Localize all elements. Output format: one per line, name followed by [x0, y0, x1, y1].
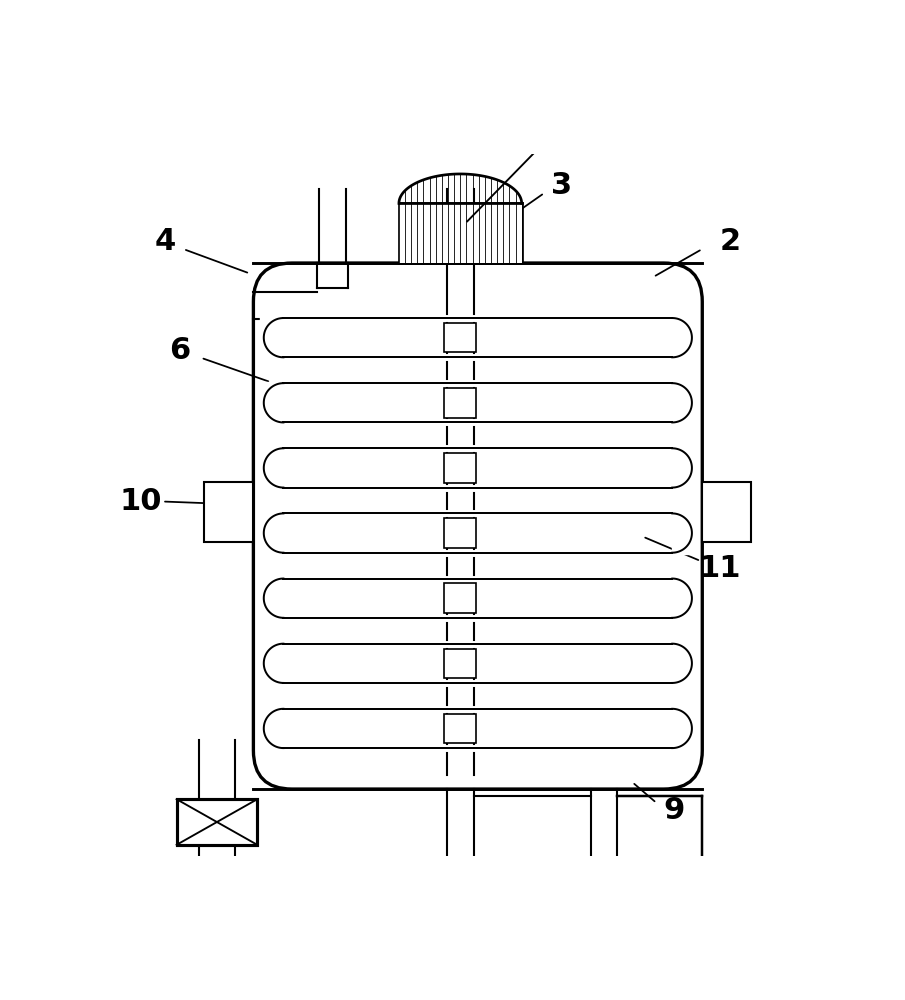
FancyBboxPatch shape — [444, 714, 476, 743]
Text: 9: 9 — [663, 796, 685, 825]
FancyBboxPatch shape — [444, 649, 476, 678]
Polygon shape — [399, 203, 521, 263]
Text: 6: 6 — [169, 336, 190, 365]
FancyBboxPatch shape — [253, 263, 702, 789]
Text: 2: 2 — [719, 227, 741, 256]
Text: 11: 11 — [699, 554, 741, 583]
FancyBboxPatch shape — [444, 518, 476, 548]
FancyBboxPatch shape — [702, 482, 751, 542]
FancyBboxPatch shape — [444, 388, 476, 418]
FancyBboxPatch shape — [176, 799, 257, 845]
FancyBboxPatch shape — [444, 323, 476, 352]
Text: 10: 10 — [120, 487, 162, 516]
FancyBboxPatch shape — [444, 583, 476, 613]
Polygon shape — [399, 203, 521, 263]
Text: 3: 3 — [551, 171, 573, 200]
FancyBboxPatch shape — [205, 482, 253, 542]
FancyBboxPatch shape — [444, 453, 476, 483]
Text: 4: 4 — [155, 227, 176, 256]
